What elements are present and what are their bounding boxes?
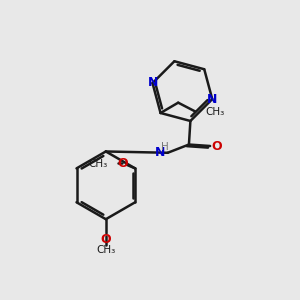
- Text: CH₃: CH₃: [96, 245, 116, 255]
- Text: H: H: [161, 142, 169, 152]
- Text: N: N: [155, 146, 165, 159]
- Text: O: O: [117, 157, 128, 169]
- Text: O: O: [211, 140, 222, 152]
- Text: N: N: [206, 93, 217, 106]
- Text: CH₃: CH₃: [88, 159, 107, 169]
- Text: N: N: [148, 76, 158, 89]
- Text: CH₃: CH₃: [205, 106, 224, 116]
- Text: O: O: [100, 233, 111, 246]
